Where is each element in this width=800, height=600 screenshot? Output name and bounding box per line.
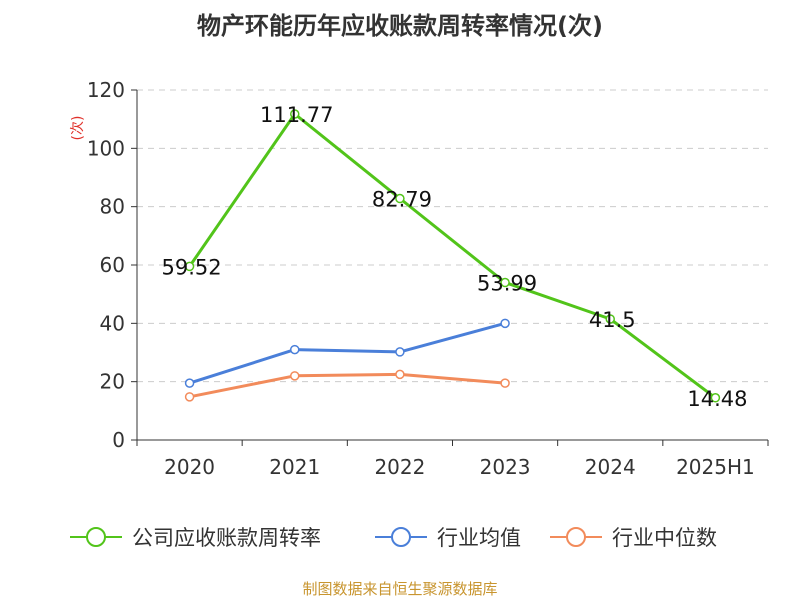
y-axis-title: (次) (70, 116, 86, 141)
legend-item-1: 行业均值 (375, 526, 521, 550)
series-0-point-5 (710, 393, 721, 403)
legend-label-2: 行业中位数 (612, 526, 717, 550)
series-0-point-0 (184, 261, 195, 272)
series-2-point-3 (500, 378, 510, 388)
legend-item-2: 行业中位数 (550, 526, 717, 550)
y-tick-label-40: 40 (100, 311, 125, 335)
series-1-point-1 (290, 344, 300, 355)
series-line-2 (189, 372, 506, 399)
y-tick-label-120: 120 (87, 78, 125, 102)
data-label-1: 111.77 (260, 103, 333, 127)
y-tick-label-0: 0 (112, 428, 125, 452)
series-line-1 (189, 321, 506, 385)
legend-swatch-marker-1 (391, 527, 411, 547)
y-tick-label-80: 80 (100, 195, 125, 219)
x-tick-label-2020: 2020 (164, 455, 215, 479)
legend-label-1: 行业均值 (437, 526, 521, 550)
legend-swatch-marker-0 (86, 527, 106, 547)
data-label-2: 82.79 (372, 188, 432, 212)
source-note: 制图数据来自恒生聚源数据库 (302, 580, 498, 598)
x-tick-label-2025H1: 2025H1 (676, 455, 755, 479)
legend-label-0: 公司应收账款周转率 (132, 526, 321, 550)
series-1-point-0 (184, 378, 195, 388)
series-line-0 (188, 112, 717, 400)
legend-item-0: 公司应收账款周转率 (70, 526, 321, 550)
x-tick-label-2023: 2023 (480, 455, 531, 479)
series-0-point-1 (290, 109, 300, 119)
data-label-4: 41.5 (589, 308, 636, 332)
series-2-point-0 (184, 392, 195, 402)
legend: 公司应收账款周转率 行业均值 行业中位数 (70, 526, 717, 550)
x-tick-label-2021: 2021 (269, 455, 320, 479)
x-tick-label-2024: 2024 (585, 455, 636, 479)
axes: 0 20 40 60 80 100 120(次) 2020 2021 2022 2023 2024 20… (70, 78, 769, 479)
chart-title: 物产环能历年应收账款周转率情况(次) (197, 12, 603, 40)
series-0-point-4 (605, 314, 615, 324)
series-layer (184, 109, 721, 403)
data-label-5: 14.48 (687, 387, 747, 411)
series-2-point-2 (395, 369, 405, 380)
x-tick-label-2022: 2022 (374, 455, 425, 479)
legend-swatch-marker-2 (566, 527, 586, 547)
y-tick-label-20: 20 (100, 370, 125, 394)
series-0-point-3 (500, 277, 510, 288)
series-0-point-2 (395, 193, 405, 204)
data-label-0: 59.52 (162, 255, 222, 279)
y-tick-label-100: 100 (87, 136, 125, 160)
data-labels: 59.52 111.77 82.79 53.99 41.5 14.48 (162, 103, 748, 411)
series-1-point-2 (395, 347, 405, 357)
series-1-point-3 (500, 318, 510, 329)
data-label-3: 53.99 (477, 272, 537, 296)
series-2-point-1 (290, 371, 300, 381)
y-tick-label-60: 60 (100, 253, 125, 277)
